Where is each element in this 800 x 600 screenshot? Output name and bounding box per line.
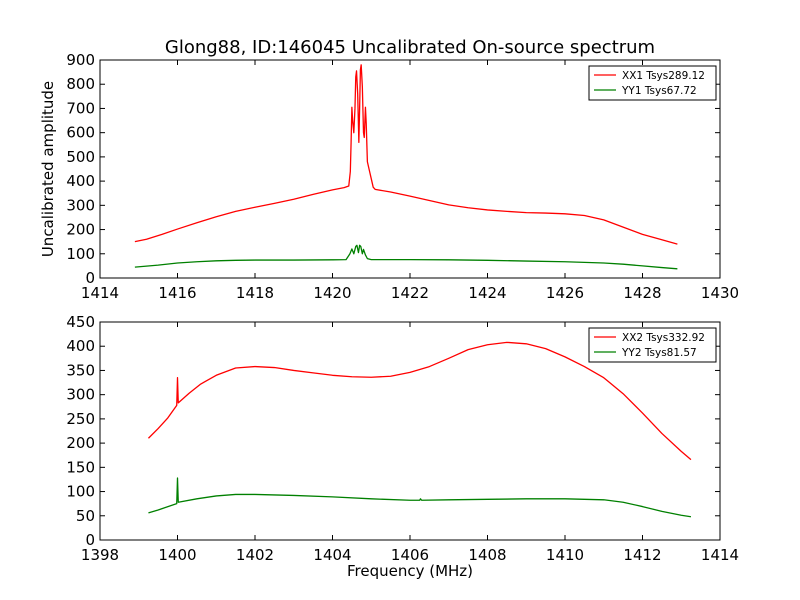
top-x-tick-label: 1428 [623, 284, 661, 302]
top-y-tick-label: 200 [66, 221, 95, 239]
bottom-x-tick-label: 1400 [158, 546, 196, 564]
bottom-y-tick-label: 0 [85, 531, 95, 549]
top-x-tick-label: 1424 [468, 284, 506, 302]
bottom-y-tick-label: 150 [66, 458, 95, 476]
bottom-legend-entry: XX2 Tsys332.92 [622, 332, 705, 344]
bottom-x-tick-label: 1402 [236, 546, 274, 564]
bottom-x-tick-label: 1412 [623, 546, 661, 564]
top-y-tick-label: 500 [66, 148, 95, 166]
top-series-line-xx1 [134, 64, 678, 245]
bottom-x-axis-label: Frequency (MHz) [347, 562, 473, 580]
bottom-y-tick-label: 450 [66, 313, 95, 331]
top-y-tick-label: 0 [85, 269, 95, 287]
top-y-axis-label: Uncalibrated amplitude [39, 81, 57, 257]
bottom-subplot: Frequency (MHz) 1398 1400 1402 1404 1406 1408… [66, 313, 739, 580]
bottom-x-tick-label: 1406 [391, 546, 429, 564]
bottom-y-tick-label: 300 [66, 386, 95, 404]
figure-title: Glong88, ID:146045 Uncalibrated On-sourc… [165, 37, 655, 58]
bottom-legend: XX2 Tsys332.92 YY2 Tsys81.57 [588, 327, 717, 363]
bottom-legend-entry: YY2 Tsys81.57 [621, 347, 697, 359]
top-y-tick-label: 400 [66, 172, 95, 190]
top-x-tick-label: 1414 [81, 284, 119, 302]
top-y-tick-label: 300 [66, 196, 95, 214]
top-legend-box [588, 65, 717, 101]
top-legend: XX1 Tsys289.12 YY1 Tsys67.72 [588, 65, 717, 101]
bottom-x-tick-label: 1410 [546, 546, 584, 564]
top-series-line-yy1 [134, 244, 678, 270]
top-y-tick-label: 700 [66, 99, 95, 117]
bottom-x-tick-label: 1404 [313, 546, 351, 564]
bottom-x-tick-label: 1414 [701, 546, 739, 564]
bottom-legend-box [588, 327, 717, 363]
bottom-x-tick-label: 1408 [468, 546, 506, 564]
top-legend-entry: YY1 Tsys67.72 [621, 85, 697, 97]
top-y-tick-label: 800 [66, 75, 95, 93]
top-y-tick-label: 600 [66, 124, 95, 142]
bottom-y-tick-label: 350 [66, 361, 95, 379]
top-x-tick-label: 1418 [236, 284, 274, 302]
bottom-series-line-yy2 [148, 477, 692, 518]
bottom-y-tick-label: 200 [66, 434, 95, 452]
top-y-tick-label: 100 [66, 245, 95, 263]
top-subplot: Uncalibrated amplitude 1414 1416 1418 1420 1… [39, 51, 739, 302]
bottom-series-line-xx2 [147, 341, 692, 461]
top-y-tick-label: 900 [66, 51, 95, 69]
top-legend-entry: XX1 Tsys289.12 [622, 70, 705, 82]
top-x-tick-label: 1422 [391, 284, 429, 302]
bottom-y-tick-label: 50 [76, 507, 95, 525]
top-x-tick-label: 1416 [158, 284, 196, 302]
top-x-tick-label: 1430 [701, 284, 739, 302]
bottom-y-tick-label: 100 [66, 483, 95, 501]
top-x-tick-label: 1420 [313, 284, 351, 302]
bottom-x-tick-label: 1398 [81, 546, 119, 564]
bottom-y-tick-label: 250 [66, 410, 95, 428]
top-x-tick-label: 1426 [546, 284, 584, 302]
bottom-y-tick-label: 400 [66, 337, 95, 355]
